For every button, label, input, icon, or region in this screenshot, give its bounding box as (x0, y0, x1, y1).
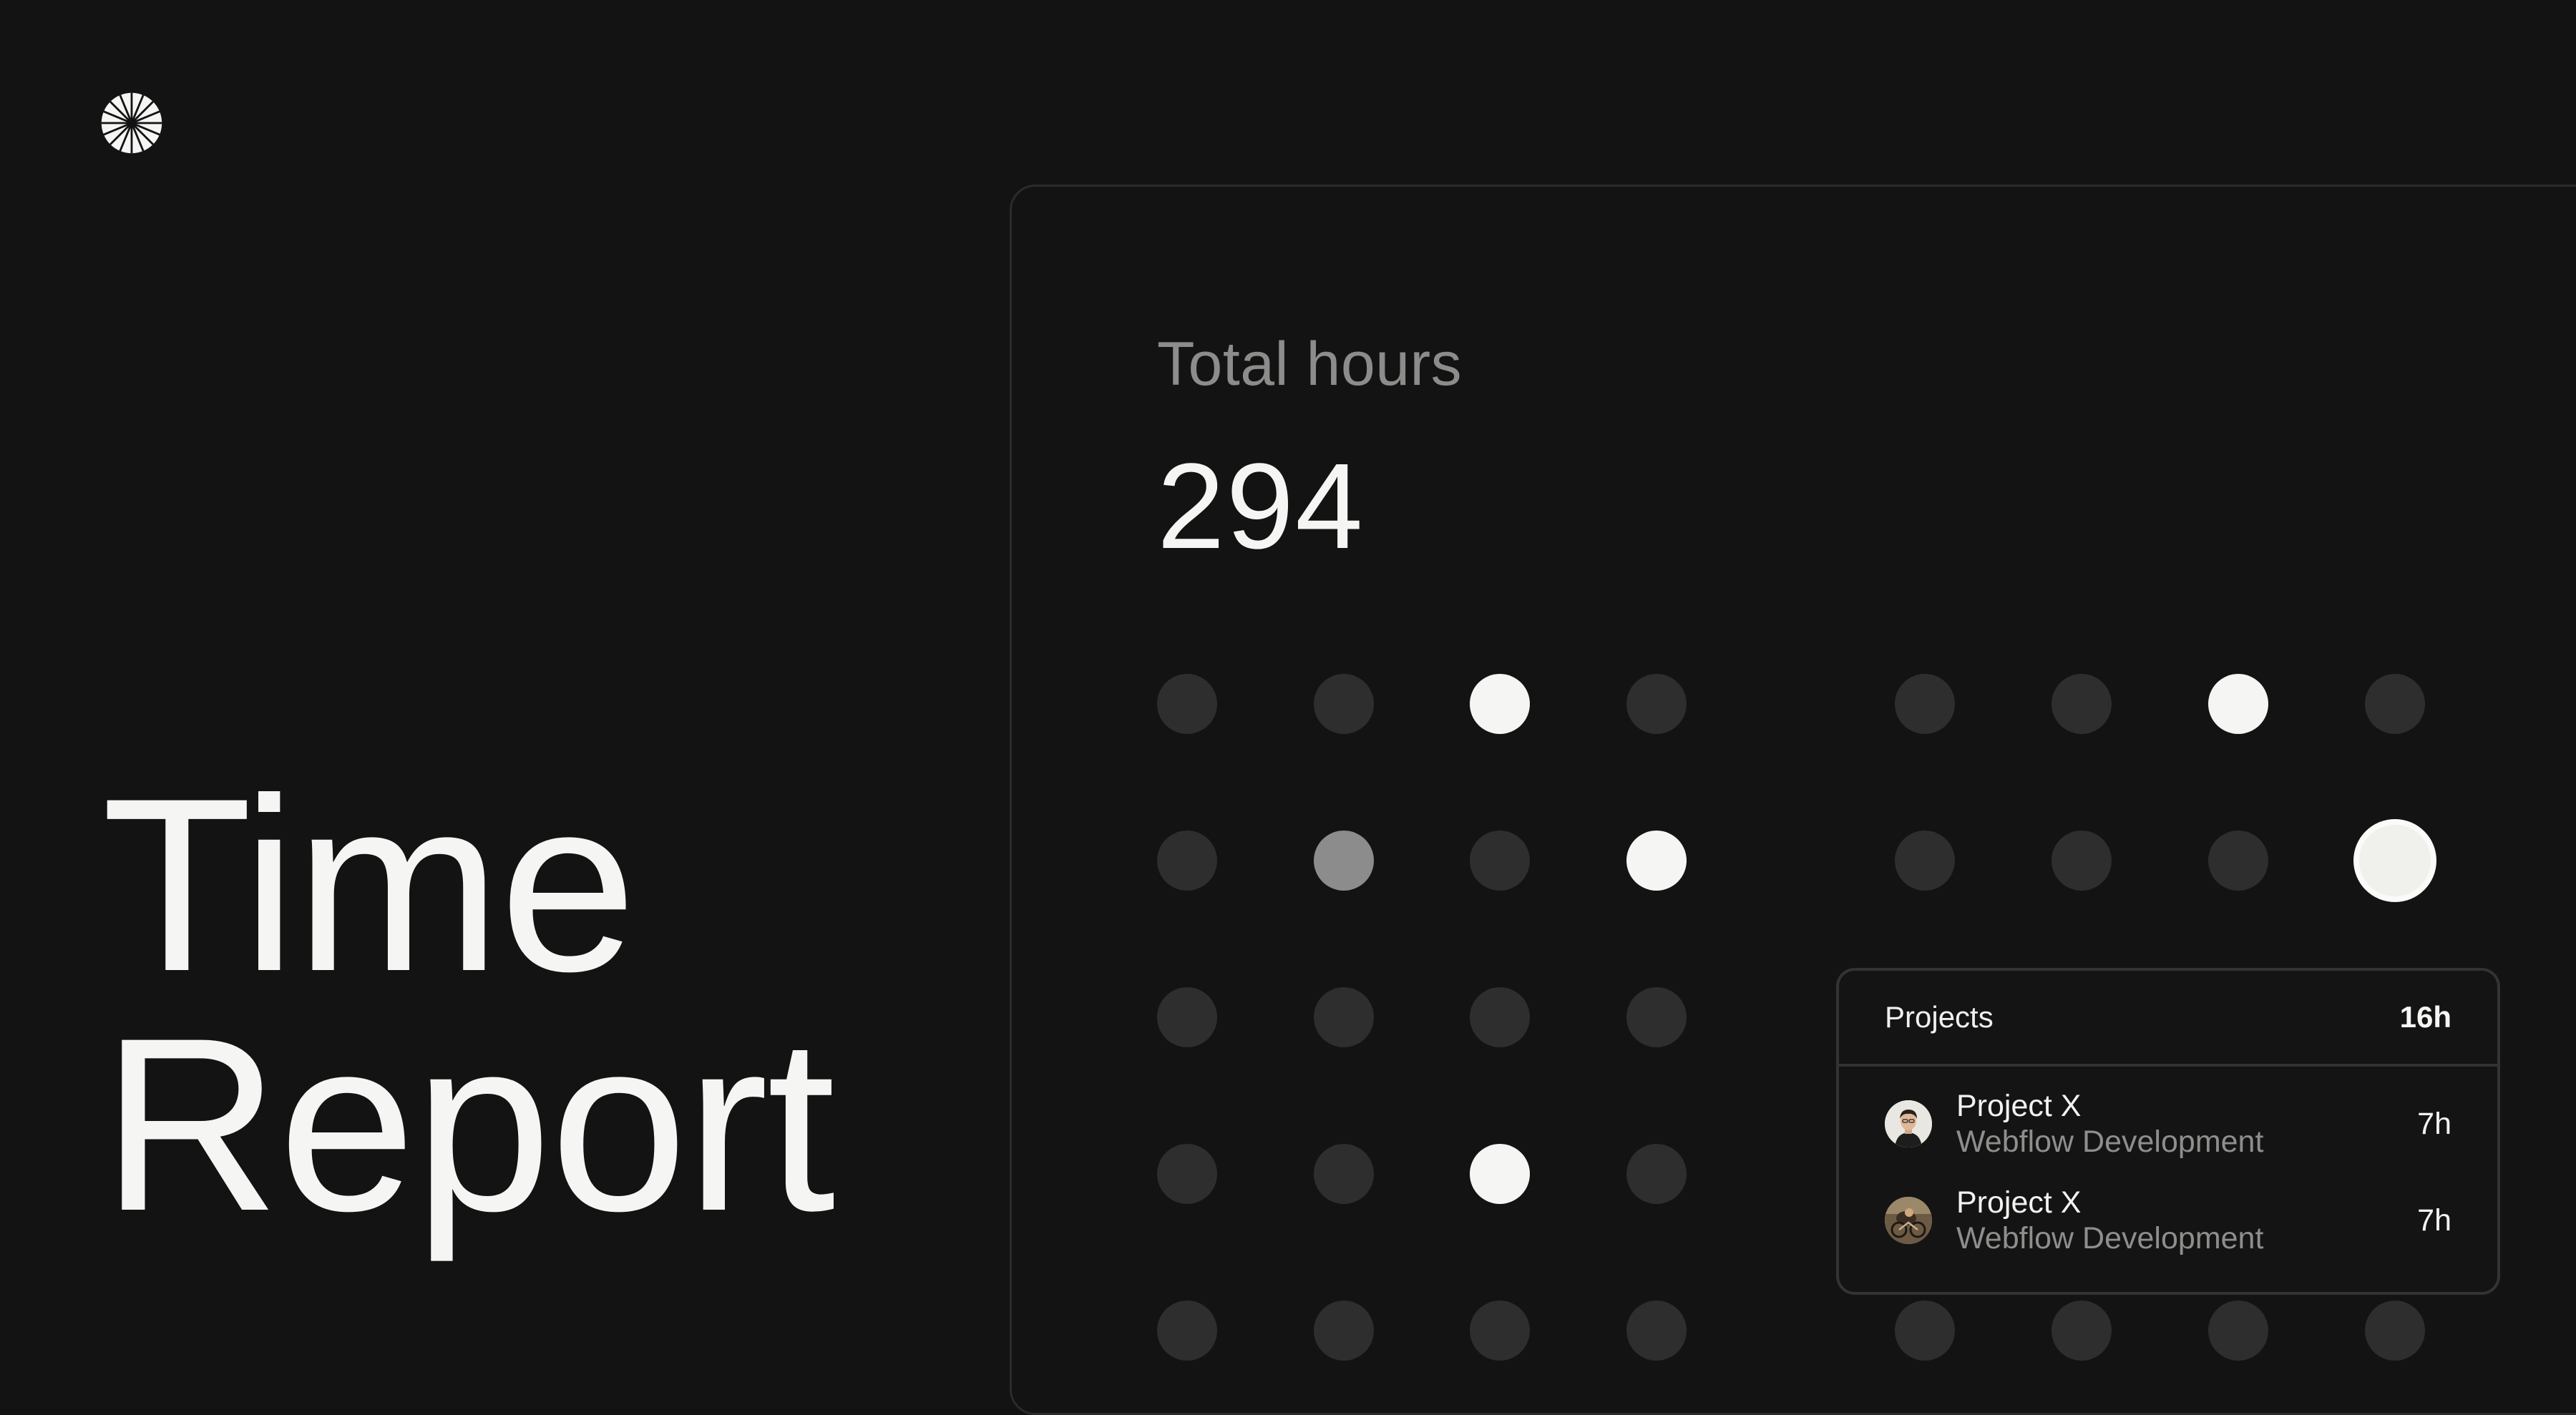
person-avatar (1885, 1100, 1932, 1147)
projects-popup-title: Projects (1885, 1000, 1994, 1034)
cyclist-avatar (1885, 1197, 1932, 1244)
project-hours: 7h (2417, 1106, 2451, 1141)
project-row[interactable]: Project X Webflow Development 7h (1839, 1081, 2497, 1167)
total-hours-label: Total hours (1157, 330, 1463, 398)
radial-burst-icon (100, 92, 163, 155)
projects-popup: Projects 16h Project X Webflow Developme… (1836, 968, 2500, 1295)
project-hours: 7h (2417, 1203, 2451, 1238)
page-title-line-1: Time (102, 748, 637, 1023)
project-subtitle: Webflow Development (1956, 1221, 2264, 1255)
project-title: Project X (1956, 1089, 2082, 1123)
projects-popup-header: Projects 16h (1839, 971, 2497, 1067)
projects-popup-total: 16h (2399, 1000, 2451, 1034)
project-subtitle: Webflow Development (1956, 1125, 2264, 1159)
project-row[interactable]: Project X Webflow Development 7h (1839, 1177, 2497, 1263)
page-title-line-2: Report (102, 987, 836, 1263)
project-title: Project X (1956, 1185, 2082, 1220)
total-hours-value: 294 (1157, 439, 1365, 574)
page-title: Time Report (102, 748, 836, 1263)
